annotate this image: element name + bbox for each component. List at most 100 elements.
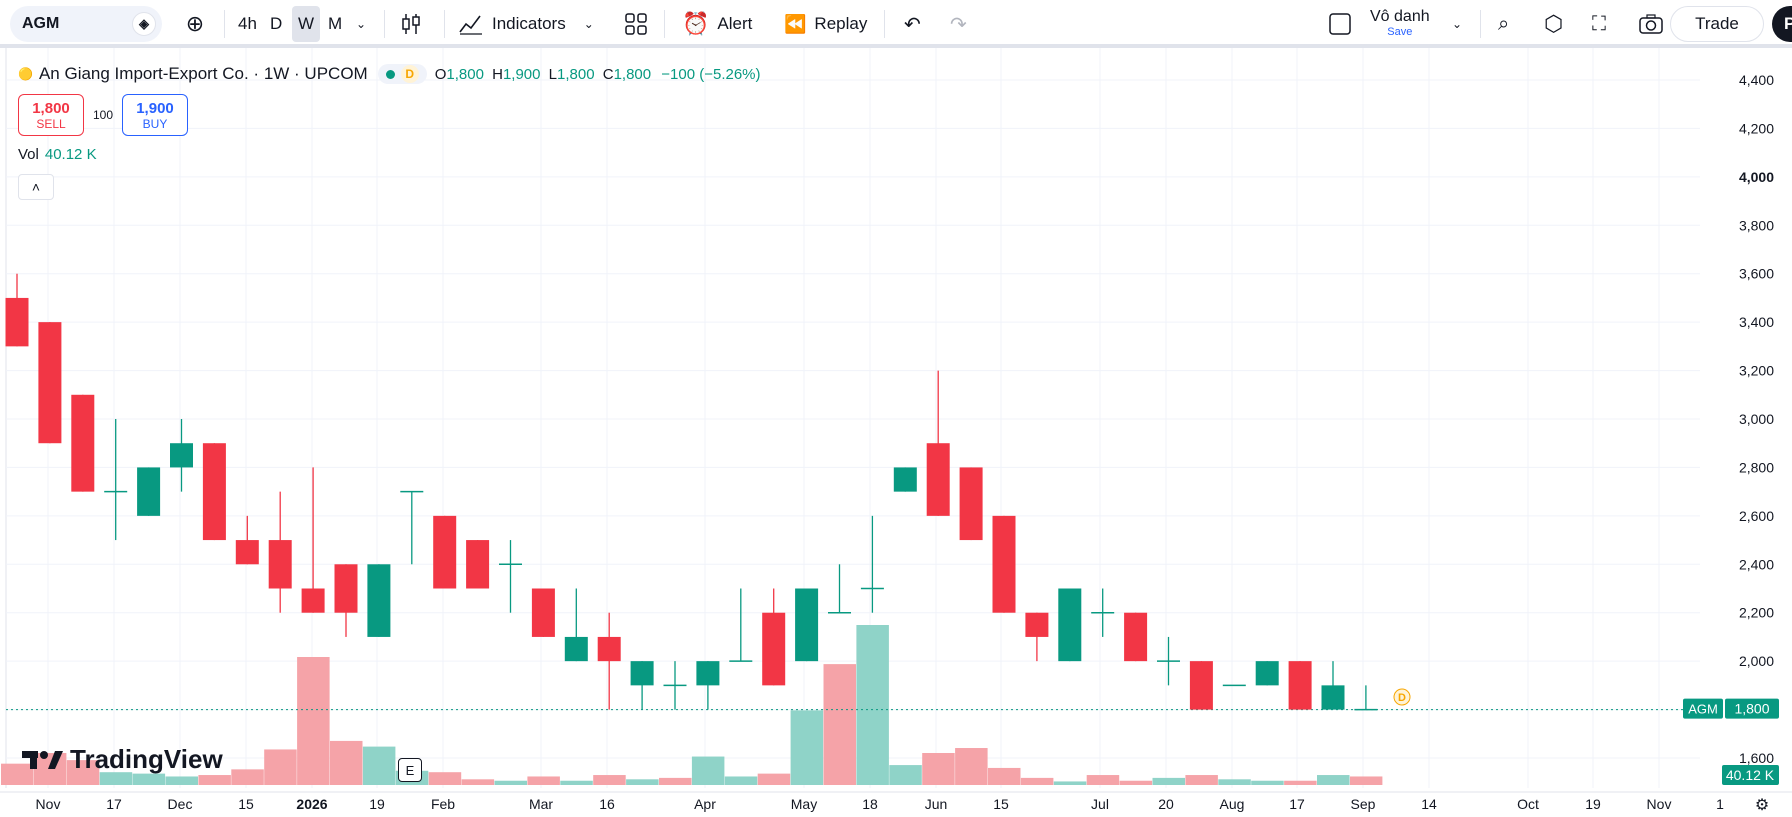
settings-icon[interactable]: ⬡ <box>1544 11 1564 36</box>
candle-body <box>235 540 259 565</box>
chevron-down-icon[interactable]: ⌄ <box>356 17 367 31</box>
volume-bar <box>724 776 758 785</box>
volume-bar <box>527 776 560 785</box>
x-tick-label: 17 <box>106 796 122 812</box>
divider <box>444 10 445 38</box>
quick-search-icon[interactable]: ⌕ <box>1498 12 1510 35</box>
y-tick-label: 3,600 <box>1739 266 1774 282</box>
candle-body <box>762 612 786 686</box>
layout-save-button[interactable]: Vô danh Save <box>1370 8 1430 38</box>
volume-legend: Vol 40.12 K <box>18 146 97 163</box>
interval-d[interactable]: D <box>270 14 283 33</box>
volume-value: 40.12 K <box>44 146 97 163</box>
divider <box>224 10 225 38</box>
x-tick-label: Feb <box>431 796 455 812</box>
symbol-name: AGM <box>22 15 60 32</box>
order-panel: 1,800 SELL 100 1,900 BUY <box>18 94 188 136</box>
layout-name: Vô danh <box>1370 8 1430 25</box>
volume-bar <box>1317 775 1350 785</box>
y-tick-label: 2,000 <box>1739 653 1774 669</box>
x-tick-label: Dec <box>168 796 193 812</box>
layout-checkbox-icon[interactable] <box>1328 6 1352 42</box>
alert-button[interactable]: ⏰ Alert <box>682 6 752 42</box>
redo-icon[interactable]: ↷ <box>950 13 967 36</box>
price-chart[interactable]: 4,400 4,200 4,000 3,800 3,600 3,400 3,200 3,000… <box>0 48 1792 817</box>
y-tick-label: 2,400 <box>1739 556 1774 572</box>
volume-bar <box>659 777 692 785</box>
price-tag-symbol: AGM <box>1688 702 1718 717</box>
candle-body <box>466 540 490 589</box>
fullscreen-icon[interactable]: ⛶ <box>1592 12 1606 35</box>
volume-bar <box>889 765 922 785</box>
x-tick-label: 19 <box>369 796 385 812</box>
candle-body <box>630 661 654 686</box>
x-tick-label: 15 <box>238 796 254 812</box>
volume-bar <box>1284 780 1317 785</box>
top-toolbar: AGM ◈ ⊕ 4h D W M ⌄ Indicators ⌄ ⏰ Alert … <box>0 0 1792 48</box>
chevron-up-icon: ˄ <box>31 179 41 195</box>
replay-button[interactable]: ⏪ Replay <box>784 6 867 42</box>
x-tick-label: 16 <box>599 796 615 812</box>
layouts-icon[interactable] <box>624 6 648 42</box>
chart-background <box>0 48 1792 817</box>
tradingview-logo[interactable]: TradingView <box>22 744 223 775</box>
volume-bar <box>99 772 133 785</box>
x-tick-label: Nov <box>1647 796 1672 812</box>
volume-bar <box>1349 776 1383 785</box>
x-tick-label: Jun <box>925 796 948 812</box>
candlestick-icon[interactable] <box>400 6 422 42</box>
publish-button[interactable]: P <box>1772 6 1792 42</box>
trade-button[interactable]: Trade <box>1670 6 1764 42</box>
candle-body <box>1288 661 1312 710</box>
market-open-dot <box>385 69 395 79</box>
y-tick-label: 2,200 <box>1739 605 1774 621</box>
add-symbol-icon[interactable]: ⊕ <box>185 11 205 36</box>
market-status-badge[interactable]: D <box>377 64 427 84</box>
volume-bar <box>330 740 363 785</box>
y-tick-label: 3,000 <box>1739 411 1774 427</box>
y-tick-label: 3,200 <box>1739 363 1774 379</box>
rewind-icon: ⏪ <box>784 13 807 34</box>
volume-bar <box>988 767 1021 785</box>
volume-label: Vol <box>18 146 39 163</box>
candle-body <box>202 443 226 541</box>
volume-bar <box>428 772 462 785</box>
buy-button[interactable]: 1,900 BUY <box>122 94 188 136</box>
volume-bar <box>560 780 593 785</box>
x-tick-label: 18 <box>862 796 878 812</box>
chevron-down-icon[interactable]: ⌄ <box>1452 17 1463 31</box>
x-tick-label: Oct <box>1517 796 1539 812</box>
undo-icon[interactable]: ↶ <box>904 13 921 36</box>
volume-bar <box>593 775 626 785</box>
compare-icon[interactable]: ◈ <box>132 12 156 36</box>
y-tick-label: 4,200 <box>1739 120 1774 136</box>
indicators-button[interactable]: Indicators ⌄ <box>458 6 594 42</box>
volume-bar <box>955 748 988 785</box>
save-label: Save <box>1387 26 1413 38</box>
candle-body <box>137 467 161 516</box>
y-tick-label: 2,600 <box>1739 508 1774 524</box>
interval-4h[interactable]: 4h <box>238 14 257 33</box>
flag-icon: 🟡 <box>18 67 33 81</box>
candle-body <box>531 588 555 637</box>
order-quantity[interactable]: 100 <box>92 108 114 122</box>
x-tick-label: Aug <box>1220 796 1245 812</box>
interval-w[interactable]: W <box>292 6 321 42</box>
buy-price: 1,900 <box>136 99 174 117</box>
earnings-event-marker[interactable]: E <box>398 758 422 782</box>
volume-bar <box>1218 779 1251 785</box>
volume-bar <box>1251 780 1284 785</box>
indicators-label: Indicators <box>492 14 566 33</box>
collapse-legend-button[interactable]: ˄ <box>18 174 54 200</box>
symbol-search[interactable]: AGM ◈ <box>10 6 162 42</box>
interval-m[interactable]: M <box>328 14 343 33</box>
camera-icon[interactable] <box>1638 6 1664 42</box>
candle-body <box>334 564 358 613</box>
volume-bar <box>494 780 527 785</box>
candle-body <box>893 467 917 492</box>
volume-bar <box>1086 775 1120 785</box>
symbol-title: An Giang Import-Export Co. · 1W · UPCOM <box>38 64 368 83</box>
x-tick-label: 14 <box>1421 796 1437 812</box>
y-tick-label: 3,400 <box>1739 314 1774 330</box>
sell-button[interactable]: 1,800 SELL <box>18 94 84 136</box>
